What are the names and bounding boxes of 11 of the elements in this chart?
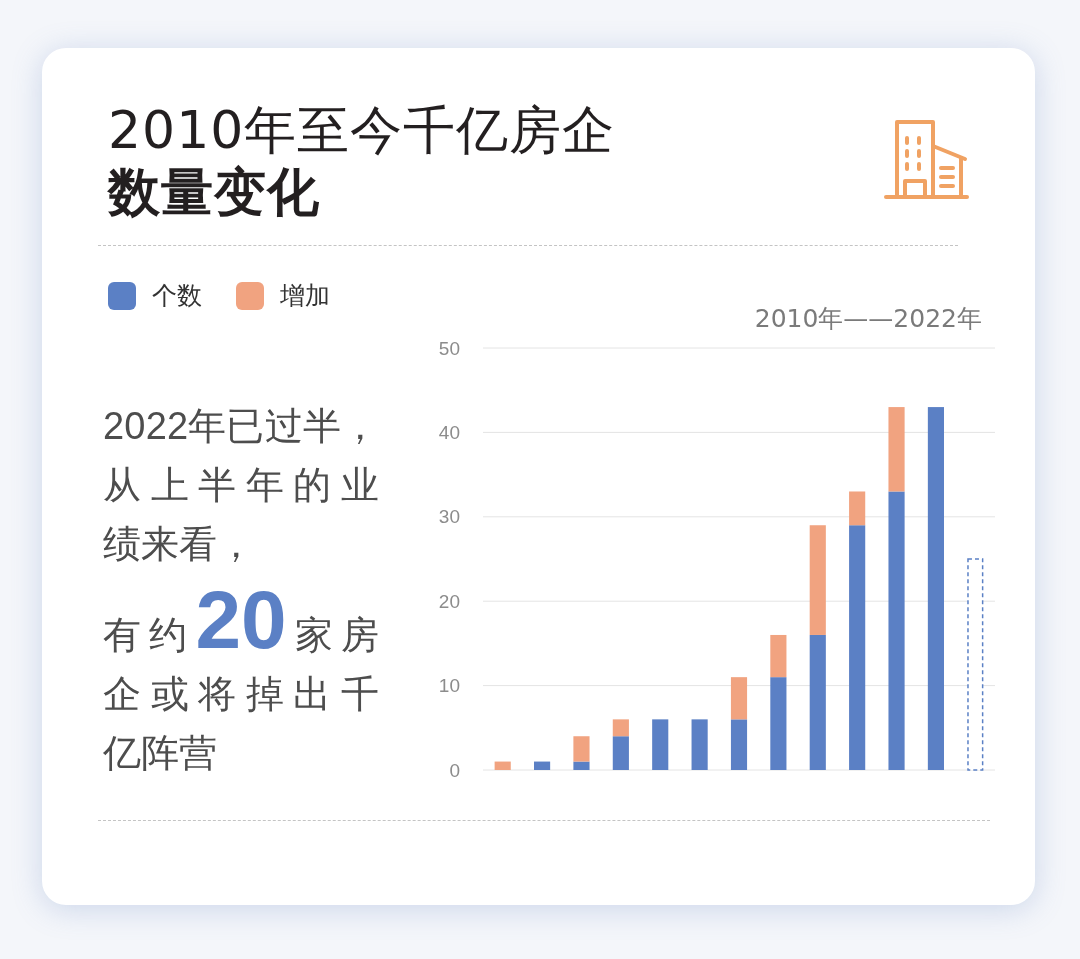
y-tick-label: 0 <box>449 759 460 781</box>
y-tick-label: 20 <box>438 590 460 612</box>
legend-label: 增加 <box>280 280 330 312</box>
legend-label: 个数 <box>152 280 202 312</box>
text: 2022年已过半，从上半年的业绩来看， <box>103 405 389 565</box>
y-tick-label: 50 <box>438 337 460 359</box>
y-tick-label: 30 <box>438 506 460 528</box>
chart-title: 2010年至今千亿房企数量变化 <box>108 100 616 223</box>
y-tick-label: 40 <box>438 421 460 443</box>
y-tick-label: 10 <box>438 675 460 697</box>
chart-subtitle: 2010年——2022年 <box>754 304 982 333</box>
